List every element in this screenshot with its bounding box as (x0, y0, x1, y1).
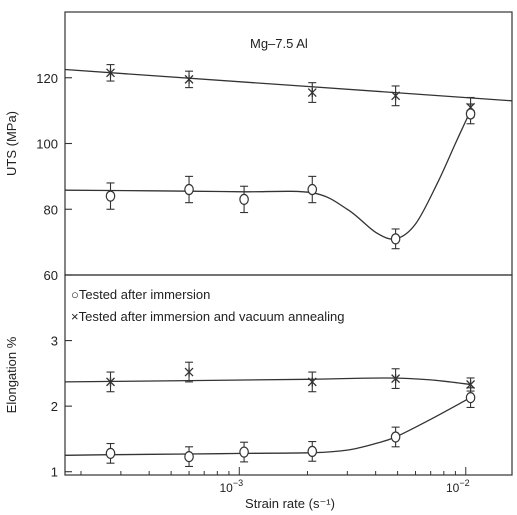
plot-frame (64, 11, 513, 276)
series-asterisk (64, 64, 513, 118)
y-axis-label: Elongation % (4, 336, 19, 413)
fit-curve (64, 397, 471, 456)
x-axis: 10−3 10−2 Strain rate (s⁻¹) (80, 467, 470, 511)
data-point (390, 431, 401, 443)
y-tick-label: 2 (51, 399, 58, 414)
data-point (465, 108, 476, 120)
data-point (307, 377, 317, 387)
data-point (239, 193, 249, 205)
y-tick-label: 1 (51, 465, 58, 480)
uts-panel: 60 80 100 120 UTS (MPa) Mg–7.5 Al (4, 11, 513, 283)
y-axis-label: UTS (MPa) (4, 111, 19, 176)
fit-curve (64, 110, 472, 240)
data-point (184, 183, 194, 196)
data-point (390, 233, 401, 245)
data-point (307, 88, 317, 98)
data-point (465, 392, 476, 404)
legend-entry: ×Tested after immersion and vacuum annea… (71, 309, 345, 324)
data-point (391, 374, 401, 384)
x-tick-label: 10−2 (446, 478, 470, 495)
series-circle (64, 103, 476, 250)
data-point (184, 451, 194, 463)
data-point (391, 91, 401, 101)
fit-curve (64, 68, 513, 102)
data-point (106, 68, 115, 78)
series-asterisk (64, 361, 476, 393)
x-tick-label: 10−3 (219, 478, 243, 495)
data-point (184, 74, 194, 84)
x-axis-label: Strain rate (s⁻¹) (245, 496, 335, 511)
legend: ○Tested after immersion ×Tested after imm… (71, 287, 345, 324)
legend-entry: ○Tested after immersion (71, 287, 210, 302)
annotation: Mg–7.5 Al (250, 36, 308, 51)
fit-curve (64, 377, 471, 386)
y-tick-label: 100 (36, 137, 58, 152)
series-circle (64, 387, 476, 468)
data-point (105, 447, 116, 459)
plot-frame (64, 274, 513, 476)
y-tick-label: 60 (44, 268, 58, 283)
data-point (307, 445, 318, 457)
y-tick-label: 80 (44, 202, 58, 217)
y-tick-label: 3 (51, 334, 58, 349)
data-point (307, 183, 318, 196)
y-tick-label: 120 (36, 71, 58, 86)
data-point (184, 367, 194, 377)
data-point (239, 446, 249, 458)
elongation-panel: 1 2 3 Elongation % (4, 274, 513, 480)
data-point (105, 190, 116, 202)
data-point (106, 377, 115, 387)
